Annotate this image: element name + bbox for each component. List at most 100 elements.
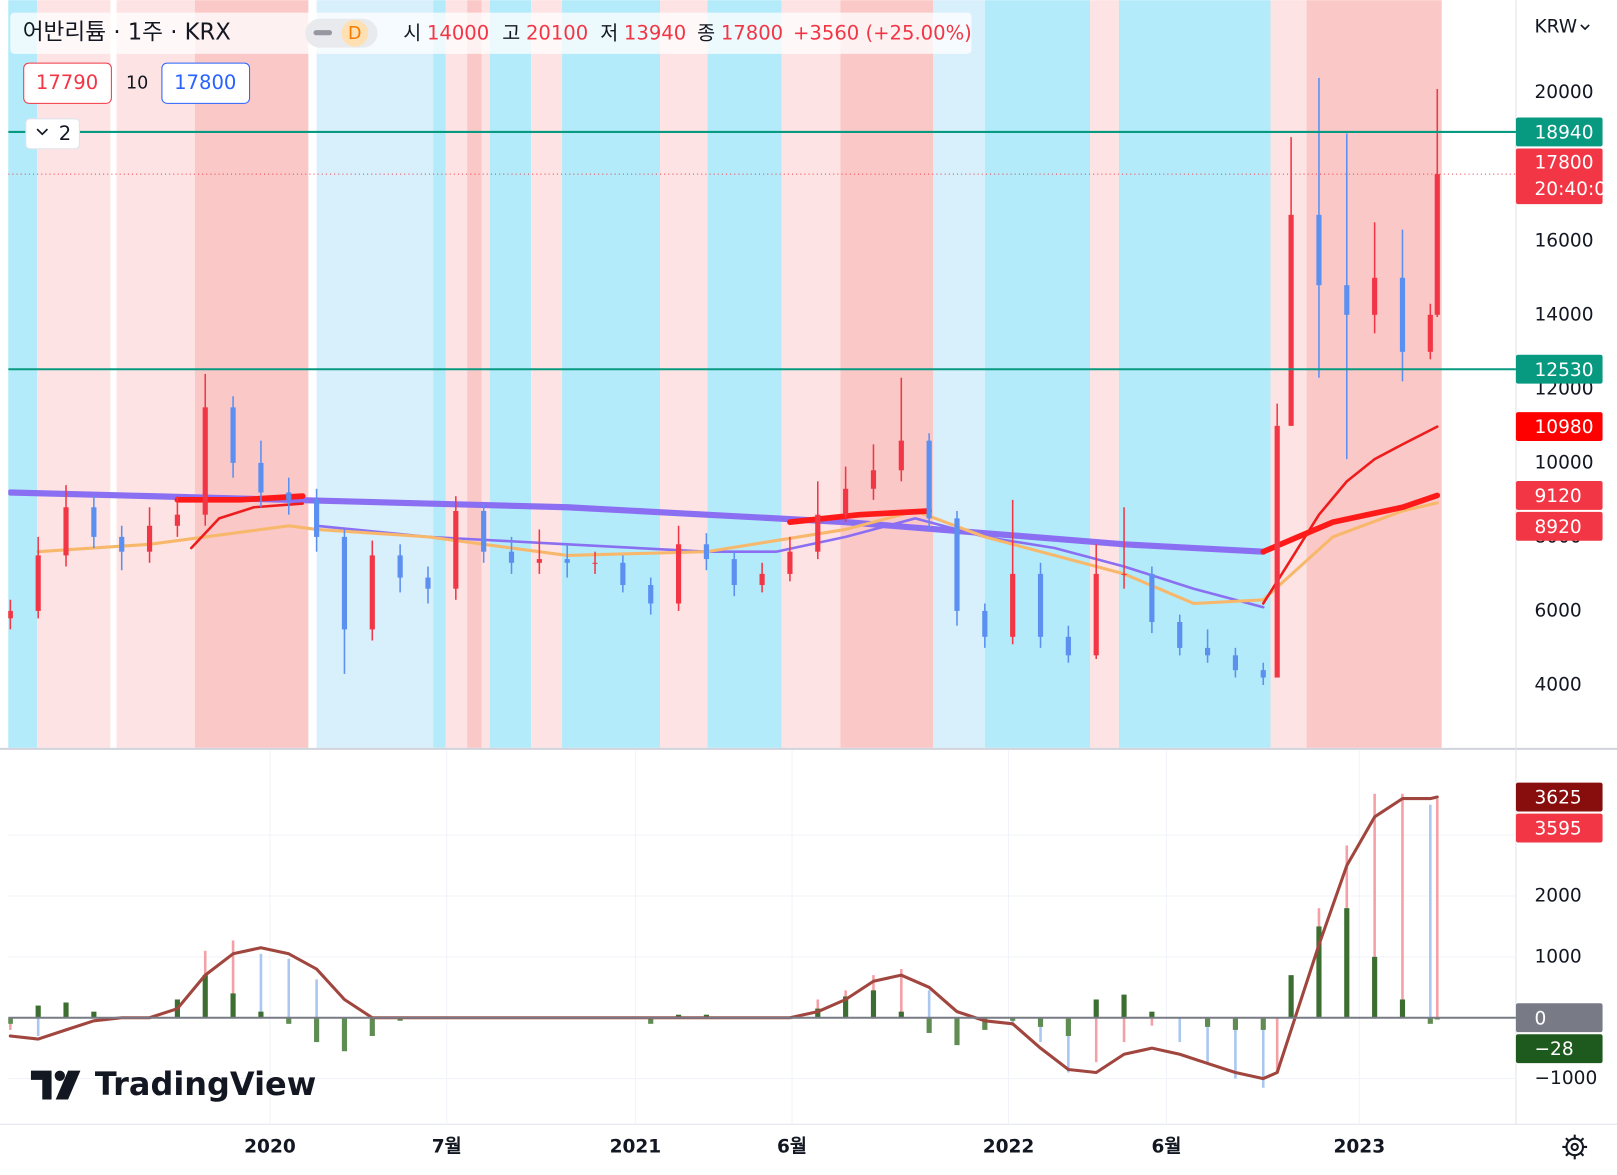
price-tag-label: 9120 [1535,486,1582,507]
candle-body [1260,670,1266,678]
buy-button[interactable] [161,62,251,104]
candle-body [675,544,682,604]
candle-body [870,470,877,489]
column [843,996,849,1018]
band [531,0,563,748]
candle-body [898,440,904,471]
y-tick-label: −1000 [1535,1068,1598,1089]
candle-body [146,525,153,552]
column [1429,804,1432,1018]
column [1149,1011,1155,1018]
column [314,1017,320,1043]
candle-body [731,559,737,586]
gear [1562,1134,1588,1160]
settings-icon[interactable] [1562,1134,1588,1160]
column [1427,1017,1433,1024]
symbol-title[interactable]: 어반리튬 · 1주 · KRX [23,20,231,46]
ohlc-value: 20100 [526,22,588,45]
column [286,1017,292,1024]
candle-body [1093,573,1099,656]
line-series [315,517,1265,609]
y-tick-label: 2000 [1535,886,1582,907]
column [1435,798,1439,1018]
spread: 10 [126,74,148,94]
candle-body [174,514,180,526]
band [562,0,660,748]
column [1373,793,1376,1018]
candle-body [8,610,13,619]
column [1399,999,1406,1018]
currency[interactable]: KRW [1535,17,1578,38]
candle-body [1274,425,1280,678]
logo-mark [54,1070,65,1081]
candle-body [35,555,41,611]
x-tick-label: 2020 [244,1136,296,1157]
indicators-toggle[interactable] [25,118,80,150]
band [467,0,482,748]
column [1372,956,1378,1018]
candle-body [341,536,348,630]
candle-body [91,507,97,537]
band [1306,0,1442,748]
column [927,990,931,1018]
column [202,975,208,1018]
price-tag [1515,511,1603,541]
candle-body [258,462,264,493]
countdown: 20:40:05 [1535,179,1617,200]
chevron [36,128,49,136]
column [1344,908,1350,1018]
column [1011,1017,1014,1026]
column [63,1002,69,1018]
candle-body [314,499,320,537]
sell-button[interactable] [23,62,112,104]
candle-body [1121,573,1127,575]
band [433,0,446,748]
column [1288,975,1294,1018]
ohlc-label: 시 [403,22,421,45]
candle-body [230,407,236,463]
candle-body [508,551,515,563]
ohlc-value: 14000 [427,22,489,45]
band [707,0,782,748]
price-tag [1515,412,1603,442]
column [1275,1017,1279,1073]
legend-background [10,12,972,54]
x-tick-label: 6월 [777,1136,807,1157]
candle-body [481,510,487,552]
line-series [174,492,1441,555]
indicators-count[interactable]: 2 [59,122,71,145]
price-tag-label: 12530 [1535,360,1594,381]
band [194,0,309,748]
candle-body [1399,277,1406,352]
band [660,0,708,748]
column [369,1017,375,1037]
candle-body [787,551,793,574]
change: +3560 (+25.00%) [793,22,972,45]
candle-body [1316,214,1322,286]
bid-price[interactable]: 17790 [36,71,98,94]
column [8,1017,13,1024]
logo[interactable]: TradingView [30,1065,316,1103]
column [926,1017,932,1033]
candle-body [397,555,403,578]
y-tick-label: 14000 [1535,304,1594,325]
ohlc-label: 종 [697,22,715,45]
column [1067,1017,1070,1073]
candle-body [592,562,598,564]
column [954,1017,960,1046]
column [1093,999,1099,1018]
band [445,0,468,748]
candle-body [648,585,654,604]
price-tag-label: 8920 [1535,517,1582,538]
ask-price[interactable]: 17800 [174,71,236,94]
candle-body [1037,573,1044,637]
line-series [190,425,1439,605]
column [1206,1017,1209,1063]
x-tick-label: 7월 [432,1136,462,1157]
candle-body [1434,174,1440,315]
column [1065,1017,1071,1037]
logo-mark [55,1070,81,1100]
column [91,1011,97,1018]
